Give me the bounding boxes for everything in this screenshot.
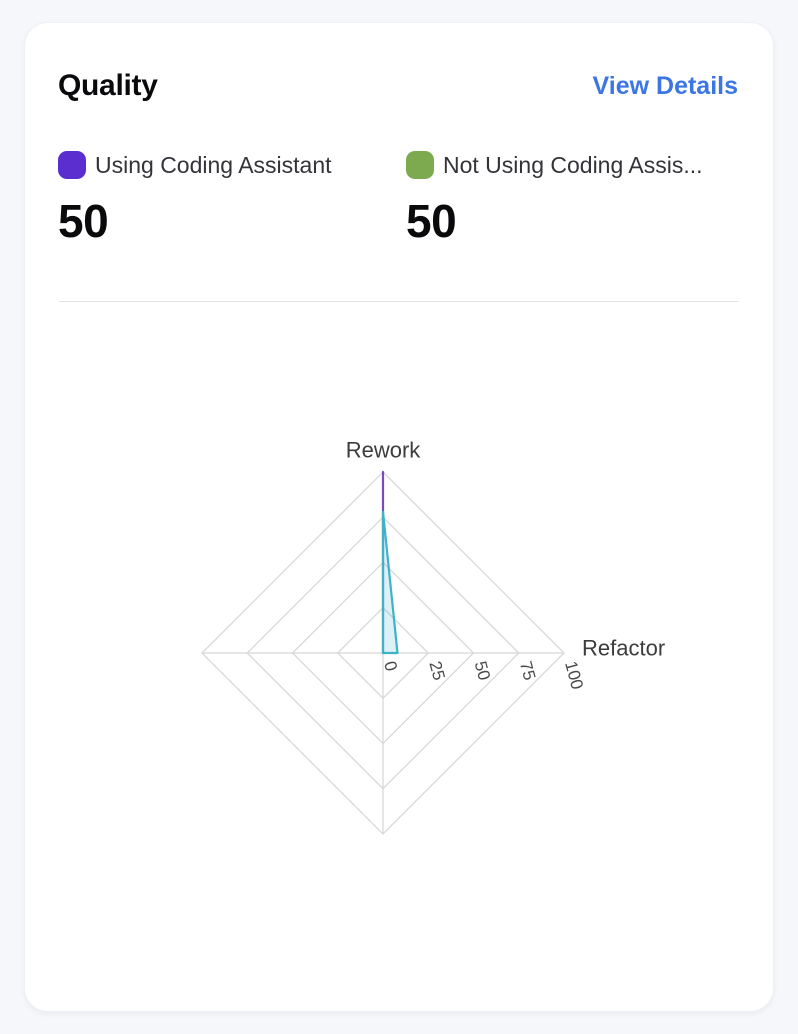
view-details-link[interactable]: View Details: [592, 71, 738, 100]
svg-text:25: 25: [425, 659, 448, 682]
card-header: Quality View Details: [58, 69, 738, 103]
quality-card: Quality View Details Using Coding Assist…: [24, 22, 774, 1012]
metric-label-not-using: Not Using Coding Assis...: [443, 151, 703, 178]
metric-label-using: Using Coding Assistant: [95, 151, 332, 178]
not-using-coding-assistant-swatch-icon: [406, 151, 434, 179]
metric-using-coding-assistant: Using Coding Assistant 50: [58, 151, 388, 248]
svg-text:Rework: Rework: [346, 438, 422, 463]
svg-text:Refactor: Refactor: [582, 636, 665, 661]
metric-value-not-using: 50: [406, 195, 457, 247]
svg-text:75: 75: [516, 659, 539, 682]
svg-text:100: 100: [561, 659, 587, 691]
metric-header: Not Using Coding Assis...: [406, 151, 746, 179]
using-coding-assistant-swatch-icon: [58, 151, 86, 179]
card-title: Quality: [58, 69, 158, 102]
divider: [59, 301, 739, 302]
svg-text:0: 0: [380, 659, 401, 673]
svg-text:50: 50: [471, 659, 494, 682]
metric-value-using: 50: [58, 195, 109, 247]
metric-header: Using Coding Assistant: [58, 151, 388, 179]
metric-not-using-coding-assistant: Not Using Coding Assis... 50: [406, 151, 746, 248]
